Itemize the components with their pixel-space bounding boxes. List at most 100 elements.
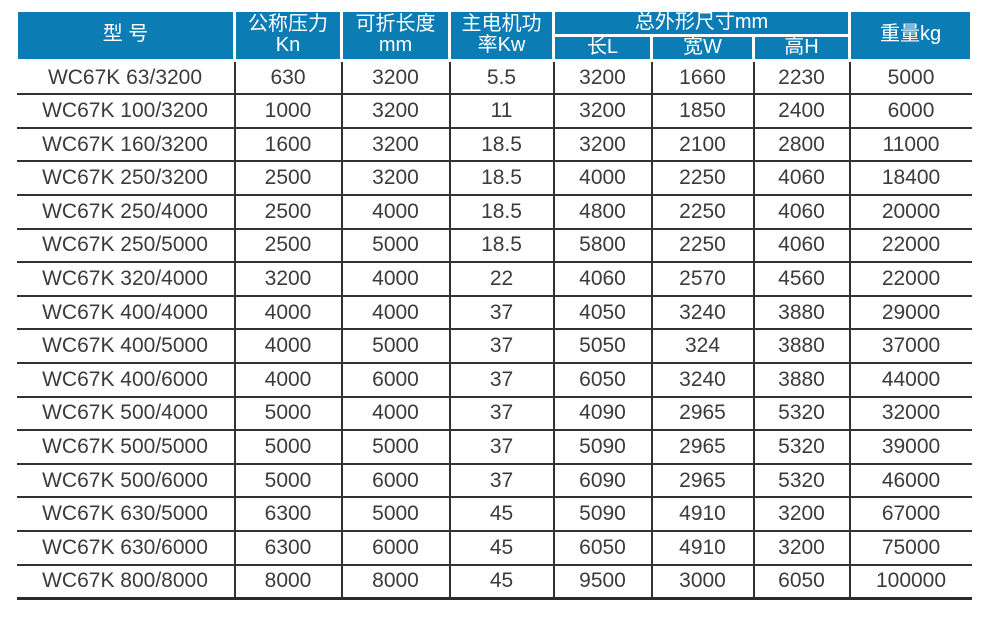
table-cell: 4060 (752, 227, 851, 264)
table-row: WC67K 250/3200 2500 3200 18.5 4000 2250 4060 18… (16, 160, 972, 197)
table-row: WC67K 400/6000 4000 6000 37 6050 3240 3880 4400… (16, 362, 972, 398)
table-cell: 5090 (552, 496, 653, 532)
table-row: WC67K 400/4000 4000 4000 37 4050 3240 3880 2900… (16, 294, 972, 331)
col-header-fold-length-line1: 可折长度 (355, 12, 436, 35)
table-cell: 46000 (848, 462, 972, 499)
table-cell: 2250 (650, 227, 755, 264)
spec-table-body: WC67K 63/3200 630 3200 5.5 3200 1660 2230 5000 W… (16, 60, 972, 600)
table-cell: 5000 (340, 429, 451, 465)
table-cell: 3200 (340, 60, 451, 96)
table-cell: 2500 (233, 227, 343, 264)
table-cell: 18.5 (448, 194, 555, 230)
table-cell: 100000 (848, 563, 972, 600)
table-cell: 18.5 (448, 126, 555, 163)
table-row: WC67K 250/5000 2500 5000 18.5 5800 2250 4060 22… (16, 227, 972, 264)
table-cell: 2100 (650, 126, 755, 163)
table-cell: 2965 (650, 429, 755, 465)
table-cell: 3200 (552, 93, 653, 129)
table-cell: WC67K 250/4000 (16, 194, 236, 230)
col-header-dimensions-group: 总外形尺寸mm (551, 9, 852, 37)
col-header-fold-length-line2: mm (378, 34, 413, 57)
table-cell: 2230 (752, 60, 851, 96)
table-cell: 2800 (752, 126, 851, 163)
table-row: WC67K 500/6000 5000 6000 37 6090 2965 5320 4600… (16, 462, 972, 499)
table-cell: 75000 (848, 530, 972, 566)
col-header-fold-length: 可折长度 mm (340, 8, 451, 63)
table-cell: 1660 (650, 60, 755, 96)
table-cell: 5000 (233, 462, 343, 499)
table-cell: 2250 (650, 160, 755, 197)
table-cell: WC67K 100/3200 (16, 93, 236, 129)
table-cell: 6000 (848, 93, 972, 129)
table-cell: 4910 (650, 530, 755, 566)
table-cell: 2965 (650, 395, 755, 432)
table-cell: 37 (448, 294, 555, 331)
table-cell: 5000 (233, 395, 343, 432)
table-cell: WC67K 630/6000 (16, 530, 236, 566)
table-cell: 4000 (233, 294, 343, 331)
table-cell: 32000 (848, 395, 972, 432)
table-cell: 324 (650, 328, 755, 365)
header-row-top: 型 号 公称压力 Kn 可折长度 mm 主电机功 率Kw 总外形尺寸mm 重量k… (15, 8, 974, 63)
table-cell: 2250 (650, 194, 755, 230)
table-cell: 3240 (650, 294, 755, 331)
table-cell: 4000 (340, 261, 451, 297)
table-cell: 3880 (752, 362, 851, 398)
table-cell: 37000 (848, 328, 972, 365)
table-cell: WC67K 160/3200 (16, 126, 236, 163)
table-cell: 3000 (650, 563, 755, 600)
table-cell: WC67K 400/4000 (16, 294, 236, 331)
table-cell: 2400 (752, 93, 851, 129)
table-cell: 45 (448, 496, 555, 532)
table-cell: 3880 (752, 328, 851, 365)
table-cell: 29000 (848, 294, 972, 331)
table-cell: 6000 (340, 462, 451, 499)
table-cell: WC67K 630/5000 (16, 496, 236, 532)
table-cell: 22000 (848, 227, 972, 264)
table-cell: WC67K 400/5000 (16, 328, 236, 365)
col-header-dim-height: 高H (751, 33, 852, 63)
table-cell: 2500 (233, 160, 343, 197)
col-header-model: 型 号 (15, 8, 236, 63)
table-cell: 2965 (650, 462, 755, 499)
table-cell: 4560 (752, 261, 851, 297)
table-cell: 37 (448, 395, 555, 432)
table-cell: 4000 (552, 160, 653, 197)
table-cell: WC67K 500/5000 (16, 429, 236, 465)
table-cell: 3200 (552, 126, 653, 163)
table-cell: 37 (448, 362, 555, 398)
table-cell: 6300 (233, 530, 343, 566)
table-cell: 4060 (752, 194, 851, 230)
table-cell: 3200 (340, 126, 451, 163)
table-cell: 630 (233, 60, 343, 96)
table-cell: 5.5 (448, 60, 555, 96)
table-cell: 4000 (340, 194, 451, 230)
table-cell: 3200 (552, 60, 653, 96)
table-cell: WC67K 320/4000 (16, 261, 236, 297)
table-cell: 5000 (848, 60, 972, 96)
table-cell: 3200 (340, 93, 451, 129)
table-cell: 5320 (752, 395, 851, 432)
table-cell: 3200 (752, 530, 851, 566)
table-cell: 6050 (552, 530, 653, 566)
table-cell: 67000 (848, 496, 972, 532)
table-cell: 3240 (650, 362, 755, 398)
table-cell: 3200 (752, 496, 851, 532)
table-cell: 8000 (340, 563, 451, 600)
table-cell: 3200 (233, 261, 343, 297)
table-cell: 18.5 (448, 227, 555, 264)
col-header-motor-power-line2: 率Kw (477, 34, 526, 57)
table-cell: 3200 (340, 160, 451, 197)
table-row: WC67K 320/4000 3200 4000 22 4060 2570 4560 2200… (16, 261, 972, 297)
col-header-pressure-line2: Kn (275, 34, 301, 57)
col-header-model-label: 型 号 (102, 23, 149, 46)
table-cell: 44000 (848, 362, 972, 398)
table-row: WC67K 63/3200 630 3200 5.5 3200 1660 2230 5000 (16, 60, 972, 96)
table-cell: 11000 (848, 126, 972, 163)
table-cell: 5320 (752, 429, 851, 465)
col-header-dim-length: 长L (552, 33, 653, 63)
col-header-motor-power: 主电机功 率Kw (448, 8, 555, 63)
table-cell: 4090 (552, 395, 653, 432)
table-cell: 45 (448, 530, 555, 566)
table-cell: 5000 (340, 328, 451, 365)
